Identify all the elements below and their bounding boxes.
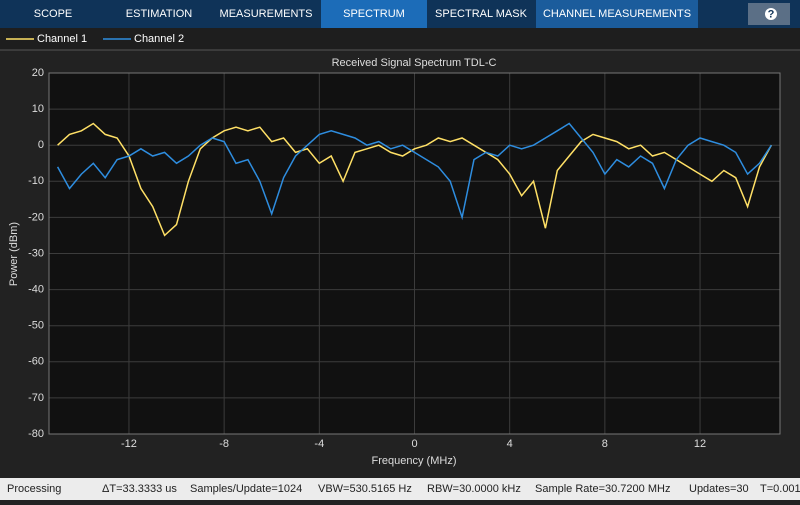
- y-tick-label: -10: [28, 175, 44, 187]
- tab[interactable]: CHANNEL MEASUREMENTS: [543, 8, 691, 20]
- y-tick-label: 0: [38, 139, 44, 151]
- status-item: VBW=530.5165 Hz: [318, 483, 412, 495]
- status-item: Processing: [7, 483, 61, 495]
- status-item: ΔT=33.3333 us: [102, 483, 177, 495]
- y-tick-label: -40: [28, 284, 44, 296]
- x-axis-label: Frequency (MHz): [372, 455, 457, 467]
- help-icon: [765, 8, 777, 20]
- x-tick-label: -4: [314, 438, 324, 450]
- tab[interactable]: SPECTRUM: [343, 8, 405, 20]
- active-tab-bg: [321, 0, 427, 28]
- legend-label[interactable]: Channel 2: [134, 33, 184, 45]
- chart-title: Received Signal Spectrum TDL-C: [332, 57, 497, 69]
- status-bar: [0, 478, 800, 500]
- tab[interactable]: ESTIMATION: [126, 8, 192, 20]
- legend-bar: [0, 28, 800, 50]
- x-tick-label: 8: [602, 438, 608, 450]
- y-tick-label: -20: [28, 211, 44, 223]
- y-tick-label: 20: [32, 67, 44, 79]
- y-tick-label: -70: [28, 392, 44, 404]
- x-tick-label: 0: [411, 438, 417, 450]
- status-item: RBW=30.0000 kHz: [427, 483, 521, 495]
- x-tick-label: 4: [507, 438, 513, 450]
- plot-border: [48, 72, 781, 435]
- tab[interactable]: SPECTRAL MASK: [435, 8, 528, 20]
- tab-bg: [536, 0, 698, 28]
- tab[interactable]: SCOPE: [34, 8, 73, 20]
- help-label: ?: [768, 8, 775, 20]
- x-tick-label: -12: [121, 438, 137, 450]
- series-line: [57, 122, 773, 237]
- y-tick-label: -60: [28, 356, 44, 368]
- status-item: Samples/Update=1024: [190, 483, 302, 495]
- x-tick-label: -8: [219, 438, 229, 450]
- y-tick-label: -30: [28, 247, 44, 259]
- tab[interactable]: MEASUREMENTS: [220, 8, 313, 20]
- series-line: [56, 122, 773, 221]
- x-tick-label: 12: [694, 438, 706, 450]
- y-tick-label: -50: [28, 320, 44, 332]
- status-item: Sample Rate=30.7200 MHz: [535, 483, 670, 495]
- legend-label[interactable]: Channel 1: [37, 33, 87, 45]
- y-tick-label: -80: [28, 428, 44, 440]
- y-tick-label: 10: [32, 103, 44, 115]
- status-item: T=0.001: [760, 483, 800, 495]
- status-item: Updates=30: [689, 483, 749, 495]
- y-axis-label: Power (dBm): [8, 222, 20, 286]
